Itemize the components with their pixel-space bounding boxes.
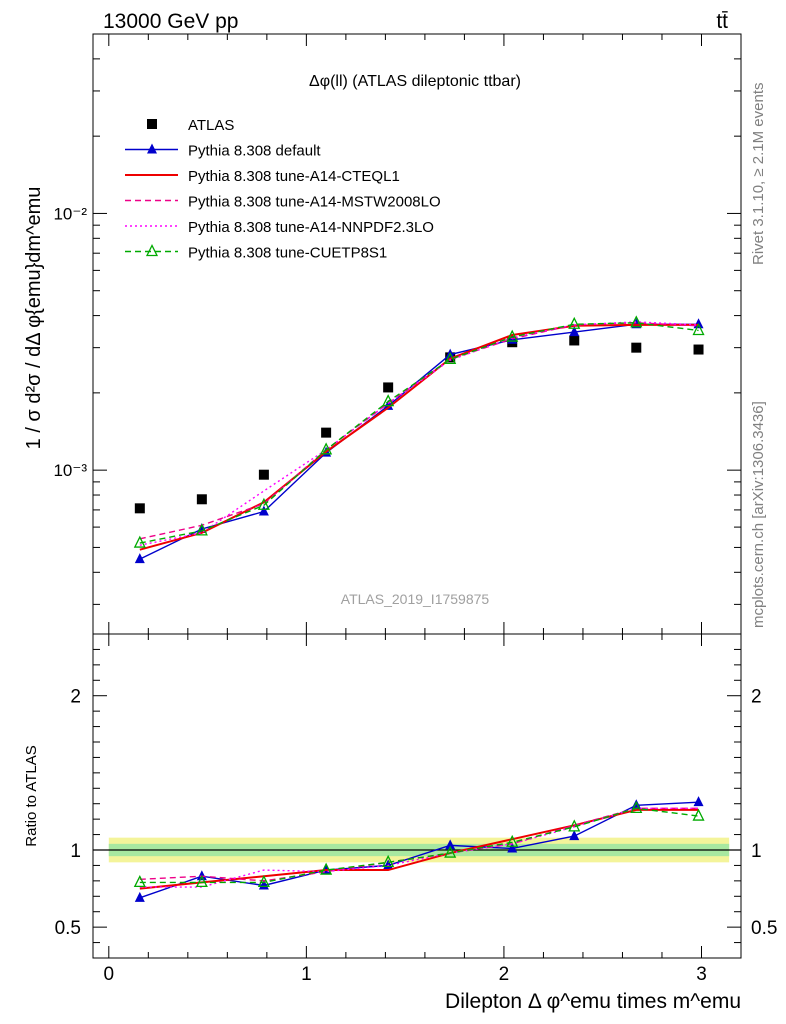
legend-marker [147, 119, 157, 129]
x-axis-label: Dilepton Δ φ^emu times m^emu [445, 990, 741, 1013]
legend-label: Pythia 8.308 tune-A14-CTEQL1 [188, 168, 400, 185]
data-point [506, 329, 519, 342]
ratio-plot: 0.5 0.5 1 1 2 2 0 1 2 3 Ratio to ATLAS Dilepton Δ φ… [23, 633, 777, 1013]
y-tick-label: 10⁻³ [53, 461, 87, 480]
ratio-data-point [568, 819, 581, 832]
data-point [382, 394, 395, 407]
data-point [568, 316, 581, 329]
chart-title: Δφ(ll) (ATLAS dileptonic ttbar) [309, 73, 521, 90]
series-line [139, 321, 699, 546]
header-process: 13000 GeV pp [103, 10, 238, 33]
ratio-data-point [506, 834, 519, 847]
y-tick-label-right: 1 [751, 841, 762, 862]
data-point [195, 523, 208, 536]
ratio-frame [92, 633, 742, 959]
data-point [196, 494, 207, 505]
legend: ATLAS Pythia 8.308 default Pythia 8.308 tu… [125, 117, 441, 262]
y-tick-label: 1 [70, 841, 81, 862]
data-point [631, 342, 642, 353]
series-line [139, 322, 699, 540]
x-tick-label: 3 [696, 964, 707, 985]
x-tick-label: 1 [301, 964, 312, 985]
data-point [257, 497, 270, 510]
data-point [569, 335, 580, 346]
x-tick-label: 0 [104, 964, 115, 985]
mcplots-info: mcplots.cern.ch [arXiv:1306.3436] [750, 401, 767, 628]
data-point [134, 503, 145, 514]
series-line [139, 322, 699, 544]
data-point [320, 442, 333, 455]
ratio-data-point [693, 796, 704, 807]
ratio-series-line [139, 801, 699, 899]
series-1 [134, 318, 704, 564]
y-tick-label-right: 0.5 [751, 918, 777, 939]
ratio-data-point [507, 842, 518, 853]
y-axis-label: 1 / σ d²σ / dΔ φ{emu}dm^emu [23, 187, 45, 450]
header-final-state: tt̄ [716, 10, 728, 33]
data-point [383, 399, 394, 410]
series-3 [139, 322, 699, 540]
main-plot: 10⁻² 10⁻³ Δφ(ll) (ATLAS dileptonic ttbar) 1… [23, 33, 742, 635]
ratio-data-point [320, 862, 333, 875]
data-point [693, 344, 704, 355]
y-tick-label: 2 [70, 687, 81, 708]
ratio-data-point [692, 808, 705, 821]
ratio-data-point [133, 874, 146, 888]
legend-label: Pythia 8.308 tune-A14-MSTW2008LO [188, 194, 441, 211]
y-tick-label: 10⁻² [53, 204, 87, 223]
ratio-data-point [195, 874, 208, 888]
legend-marker [145, 244, 159, 257]
ratio-series-line [139, 807, 699, 884]
data-point [692, 323, 705, 336]
legend-label: Pythia 8.308 tune-CUETP8S1 [188, 245, 387, 262]
data-point [569, 326, 580, 337]
y-tick-label-right: 2 [751, 687, 762, 708]
data-point [383, 382, 394, 393]
ratio-data-point [382, 854, 395, 867]
x-tick-label: 2 [499, 964, 510, 985]
data-point [444, 351, 457, 365]
data-point [133, 535, 146, 548]
data-point [258, 469, 269, 480]
ratio-data-point [569, 830, 580, 841]
series-line [139, 323, 699, 551]
legend-marker [147, 143, 157, 154]
series-0 [134, 335, 704, 514]
series-line [139, 323, 699, 560]
legend-label: ATLAS [188, 117, 234, 134]
ratio-data-point [630, 800, 643, 813]
ratio-y-axis-label: Ratio to ATLAS [23, 745, 40, 846]
legend-label: Pythia 8.308 tune-A14-NNPDF2.3LO [188, 219, 434, 236]
ratio-data-point [444, 845, 457, 858]
rivet-info: Rivet 3.1.10, ≥ 2.1M events [750, 83, 767, 266]
data-point [630, 315, 643, 328]
ratio-data-point [134, 891, 145, 902]
ratio-data-point [257, 874, 270, 888]
series-4 [139, 321, 699, 546]
data-point [321, 427, 332, 438]
ratio-series-4 [133, 800, 705, 888]
y-tick-label: 0.5 [55, 918, 81, 939]
series-2 [139, 323, 699, 551]
ratio-data-point [445, 839, 456, 850]
series-5 [133, 315, 705, 548]
data-point [134, 553, 145, 564]
watermark: ATLAS_2019_I1759875 [341, 591, 490, 607]
legend-label: Pythia 8.308 default [188, 143, 321, 160]
data-point [258, 505, 269, 516]
